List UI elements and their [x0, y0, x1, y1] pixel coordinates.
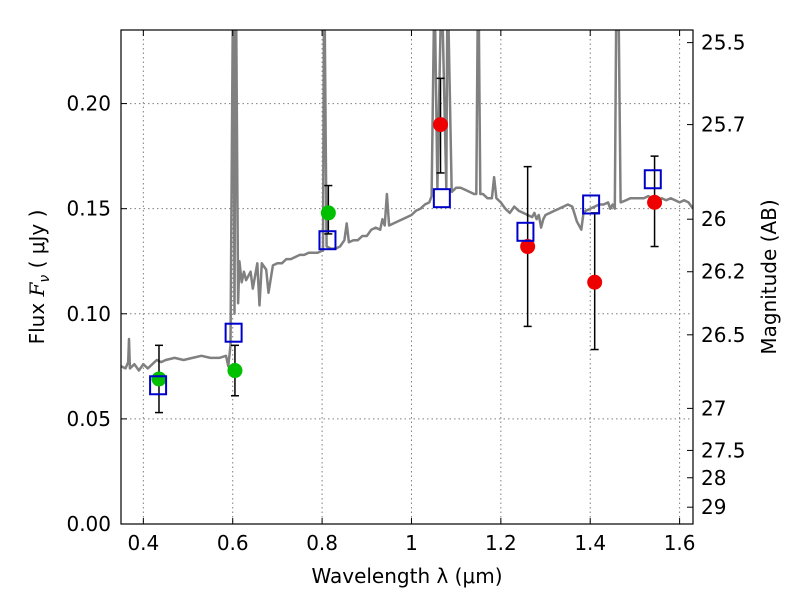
y2-axis-title: Magnitude (AB): [757, 199, 781, 354]
observed-point-3: [433, 117, 449, 133]
y-axis-title-suffix: ( μJy ): [25, 210, 49, 275]
observed-point-2: [320, 205, 336, 221]
model-point-5: [582, 194, 601, 215]
x-tick-label-3: 1: [405, 531, 418, 555]
x-axis-title: Wavelength λ (μm): [311, 564, 502, 588]
y2-axis: 25.5 25.7 26 26.2 26.5 27 27.5 28 29: [687, 31, 746, 519]
y-axis-title-symbol: F: [25, 281, 49, 297]
y-axis: 0.00 0.05 0.10 0.15 0.20: [66, 92, 127, 536]
observed-point-5: [587, 274, 603, 290]
model-point-0: [149, 375, 168, 396]
observed-point-0: [151, 371, 167, 387]
model-point-6: [643, 169, 662, 190]
y2-tick-label-7: 28: [701, 466, 726, 490]
y2-tick-label-5: 27: [701, 396, 726, 420]
observed-point-6: [647, 194, 663, 210]
y2-tick-label-1: 25.7: [701, 113, 746, 137]
plot-area: [121, 30, 693, 414]
y2-tick-label-2: 26: [701, 207, 726, 231]
grid-lines: [121, 30, 693, 524]
y-tick-label-4: 0.20: [66, 92, 111, 116]
y-tick-label-2: 0.10: [66, 302, 111, 326]
spectrum-line: [121, 30, 693, 372]
observed-point-1: [227, 363, 243, 379]
x-axis: 0.4 0.6 0.8 1 1.2 1.4 1.6: [127, 30, 696, 555]
y2-tick-label-8: 29: [701, 495, 726, 519]
x-tick-label-1: 0.6: [217, 531, 249, 555]
observed-point-4: [520, 239, 536, 255]
x-tick-label-0: 0.4: [127, 531, 159, 555]
y2-tick-label-4: 26.5: [701, 323, 746, 347]
plot-frame: [120, 29, 694, 525]
y-axis-title-subscript: ν: [37, 275, 53, 283]
y-tick-label-3: 0.15: [66, 197, 111, 221]
y2-tick-label-6: 27.5: [701, 438, 746, 462]
y-axis-title: Flux Fν ( μJy ): [25, 210, 53, 345]
observed-points: [151, 117, 663, 387]
model-point-3: [432, 188, 451, 209]
model-point-1: [224, 322, 243, 343]
y2-tick-label-3: 26.2: [701, 260, 746, 284]
y-tick-label-1: 0.05: [66, 407, 111, 431]
y-axis-title-prefix: Flux: [25, 296, 49, 344]
x-tick-label-4: 1.2: [485, 531, 517, 555]
x-tick-label-5: 1.4: [574, 531, 606, 555]
x-tick-label-2: 0.8: [306, 531, 338, 555]
y2-tick-label-0: 25.5: [701, 31, 746, 55]
model-point-4: [516, 221, 535, 242]
y-tick-label-0: 0.00: [66, 512, 111, 536]
model-point-2: [318, 230, 337, 251]
x-tick-label-6: 1.6: [664, 531, 696, 555]
model-points: [149, 169, 662, 396]
